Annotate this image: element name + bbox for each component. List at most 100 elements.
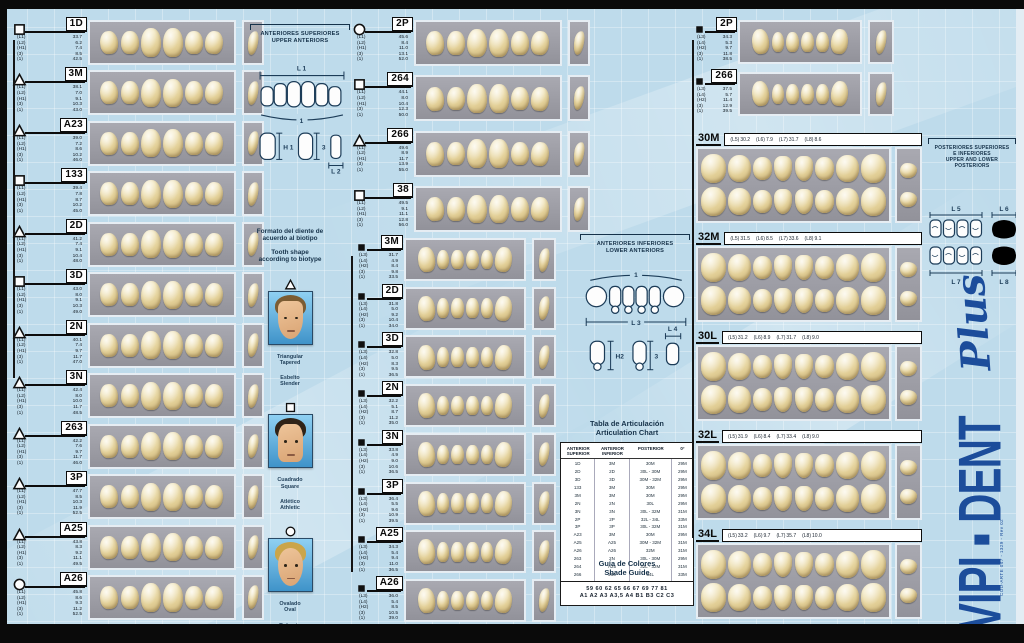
measure-value: 9.0 (812, 433, 819, 440)
tooth (425, 196, 446, 222)
measure-key: (L1) (17, 489, 26, 495)
mold-shape-icon (12, 224, 27, 238)
anterior-inferior-cell: 3P (595, 522, 630, 531)
measure-key: (1) (357, 168, 363, 174)
tooth (120, 81, 139, 105)
measure-value: 44.1 (398, 90, 408, 96)
tooth (204, 585, 225, 610)
anterior-inferior-cell: 2N (595, 554, 630, 562)
measure-key: (3) (357, 162, 363, 168)
tooth (163, 432, 184, 461)
measure-key: (1) (359, 421, 365, 427)
label-connector-line (367, 443, 401, 446)
measure-key: (3) (17, 455, 23, 461)
mold-id-label: 264 (387, 72, 413, 88)
tooth (99, 181, 120, 207)
measure-value: 33.6 (788, 235, 799, 242)
measure-key: (L3) (359, 545, 368, 551)
measure-key: (H2) (359, 312, 369, 318)
lower-anteriors-header: ANTERIORES INFERIORES LOWER ANTERIORS (576, 234, 694, 254)
measure-key: (L2) (357, 151, 366, 157)
articulation-row: A26 A26 32M 31M (561, 546, 693, 555)
measure-value: 52.0 (398, 57, 408, 63)
mold-side-photo (242, 322, 264, 368)
molar (860, 352, 886, 382)
mold-measurements: (L3) 33.8 (L4) 4.9 (H2) 9.0 (3) 10.6 (1) 36.5 (359, 448, 398, 476)
mold-photo (404, 384, 526, 428)
molar (773, 552, 793, 578)
measure-key: (L1) (357, 200, 366, 206)
measure-key: (L5) (727, 334, 737, 341)
tooth (163, 331, 184, 360)
measure-value: 56.0 (398, 223, 408, 229)
articulation-row: 3P 3P 30L - 32M 31M (561, 522, 693, 531)
measure-value: 10.4 (388, 318, 398, 324)
anterior-inferior-cell: 3M (595, 482, 630, 491)
tooth (466, 298, 479, 318)
measure-value: 11.0 (389, 562, 398, 567)
measure-value: 8.4 (391, 264, 398, 270)
molar (728, 286, 752, 314)
zero-degree-cell: 29M (678, 492, 687, 498)
label-connector-line (25, 384, 85, 387)
tooth (416, 587, 437, 614)
anterior-superior-cell: 3M (561, 490, 596, 499)
mold-side-photo (568, 20, 590, 66)
anterior-superior-cell: 3P (561, 522, 596, 531)
biotype-title-es: Formato del diente de acuerdo al biotipo (256, 228, 324, 243)
tooth (99, 383, 120, 408)
mold-id-label: 3N (65, 370, 87, 386)
molar (860, 582, 886, 612)
tooth (480, 541, 494, 562)
measure-key: (H2) (359, 459, 369, 464)
label-connector-line (25, 485, 85, 488)
tooth (204, 333, 225, 358)
svg-text:L 6: L 6 (999, 206, 1009, 213)
measure-value: 10.4 (398, 101, 408, 107)
column-header: 0° (671, 443, 693, 460)
tooth (140, 583, 161, 612)
tooth (451, 298, 464, 318)
tooth (511, 86, 530, 111)
measure-value: 5.3 (725, 40, 732, 46)
measure-key: (L1) (17, 236, 26, 242)
zero-degree-cell: 29M (678, 484, 687, 490)
mold-side-photo (532, 335, 556, 379)
posterior-block: 30M (L5) 30.2 (L6) 7.9 (L7) 31.7 (L8) 8.6 (696, 132, 922, 224)
measure-key: (3) (357, 51, 363, 57)
tooth (446, 197, 465, 221)
catalog-code: COD-ARTE 047 - 1329 - Rev 02 (999, 519, 1004, 596)
measure-key: (3) (359, 318, 365, 324)
measure-value: 7.4 (75, 242, 82, 248)
measure-value: 5.4 (391, 599, 398, 605)
measure-key: (L1) (17, 388, 26, 394)
brand-logo: VIPI ▪ DENT Plus COD-ARTE 047 - 1329 - R… (942, 273, 1016, 630)
measure-value: 45.8 (72, 589, 82, 595)
face-illustration (267, 290, 313, 345)
mold-side-photo (242, 272, 264, 318)
tooth (204, 131, 225, 156)
svg-text:1: 1 (634, 272, 638, 279)
body-type-label: Esbelto Slender (280, 375, 300, 388)
tooth (451, 541, 464, 562)
measure-key: (3) (359, 269, 365, 275)
zero-degree-cell: 31M (678, 548, 687, 554)
side-molar (900, 390, 917, 405)
label-connector-line (25, 81, 85, 84)
measure-key: (1) (359, 275, 365, 281)
label-connector-line (365, 31, 411, 33)
measure-value: 8.7 (75, 197, 82, 203)
anterior-superior-cell: 133 (561, 482, 596, 491)
measure-key: (1) (359, 324, 365, 330)
measure-key: (L1) (17, 287, 26, 293)
mold-side-photo (532, 238, 556, 281)
articulation-row: 263 2N 30L - 30M 29M (561, 554, 693, 562)
molar (773, 453, 793, 479)
upper-posterior-row (701, 253, 886, 283)
mold-id-label: A25 (59, 521, 87, 537)
measure-key: (3) (17, 51, 23, 57)
mold-photo (738, 72, 862, 116)
mold-row: 263 (L1) 42.2 (L2) 7.6 (H1) 9.7 (3) 11.7 (1)… (10, 420, 264, 469)
anterior-superior-cell: 264 (561, 561, 596, 570)
mold-id-label: 3D (381, 332, 403, 348)
